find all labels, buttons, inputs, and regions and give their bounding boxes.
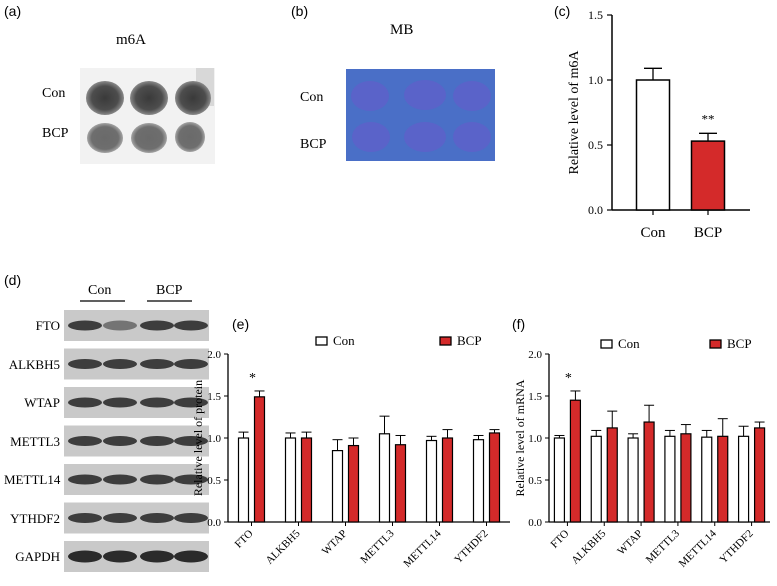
e-bar-mettl3-bcp (394, 444, 407, 523)
e-bar-mettl14-con (425, 439, 438, 523)
c-x-label-con: Con (640, 225, 666, 241)
c-bar-con (635, 79, 671, 211)
e-y-tick-label: 1.5 (207, 391, 221, 403)
e-bar-fto-con (237, 437, 250, 523)
c-x-label-bcp: BCP (694, 225, 722, 241)
f-legend-label-con: Con (618, 336, 640, 351)
f-y-tick-label: 2.0 (528, 349, 542, 361)
panel-a-row-con: Con (42, 86, 66, 101)
e-bar-mettl3-con (378, 433, 391, 523)
e-bar-ythdf2-bcp (488, 432, 501, 523)
f-x-label-fto: FTO (548, 528, 571, 551)
f-y-tick-label: 1.5 (528, 391, 542, 403)
blot-label-mettl3: METTL3 (10, 433, 60, 449)
e-y-label: Relative level of protein (191, 380, 205, 496)
c-y-tick-label: 1.0 (588, 73, 603, 87)
e-y-tick-label: 0.0 (207, 517, 221, 529)
f-bar-wtap-bcp (643, 421, 655, 523)
blot-label-mettl14: METTL14 (4, 472, 61, 487)
blot-label-wtap: WTAP (24, 395, 60, 410)
f-significance-fto: * (565, 371, 572, 386)
f-x-label-mettl14: METTL14 (677, 527, 720, 570)
panel-b-row-con: Con (300, 90, 324, 105)
e-legend-label-bcp: BCP (457, 333, 482, 348)
blot-label-gapdh: GAPDH (15, 549, 60, 564)
f-legend-swatch-bcp (709, 339, 722, 349)
f-y-tick-label: 1.0 (528, 433, 542, 445)
f-bar-ythdf2-con (737, 435, 750, 523)
e-bar-wtap-bcp (347, 444, 360, 523)
panel-b-title: MB (390, 22, 414, 38)
panel-a-row-bcp: BCP (42, 126, 69, 141)
e-y-tick-label: 2.0 (207, 349, 221, 361)
panel-a-title: m6A (116, 32, 146, 48)
f-bar-fto-con (553, 437, 566, 523)
panel-d-letter: (d) (4, 272, 22, 288)
f-y-tick-label: 0.5 (528, 475, 542, 487)
f-bar-alkbh5-con (590, 435, 602, 523)
f-y-tick-label: 0.0 (528, 517, 542, 529)
c-y-label: Relative level of m6A (567, 50, 582, 175)
f-bar-fto-bcp (569, 399, 582, 523)
f-x-label-alkbh5: ALKBH5 (569, 527, 609, 567)
blot-label-fto: FTO (35, 318, 60, 333)
e-significance-fto: * (249, 371, 256, 386)
f-legend-label-bcp: BCP (727, 336, 752, 351)
panel-b-row-bcp: BCP (300, 137, 327, 152)
f-bar-wtap-con (627, 437, 639, 523)
e-bar-alkbh5-bcp (300, 437, 313, 523)
e-bar-mettl14-bcp (441, 437, 454, 523)
f-bar-mettl14-con (701, 436, 713, 523)
c-y-tick-label: 0.5 (588, 138, 603, 152)
blot-label-alkbh5: ALKBH5 (8, 356, 60, 372)
c-y-tick-label: 1.5 (588, 8, 603, 22)
f-legend-swatch-con (600, 339, 613, 349)
c-bar-bcp (690, 140, 726, 211)
e-legend-swatch-bcp (439, 336, 452, 346)
f-y-label: Relative level of mRNA (513, 379, 527, 496)
f-bar-mettl3-con (664, 435, 676, 523)
panel-b-letter: (b) (291, 3, 309, 19)
e-bar-wtap-con (331, 450, 344, 523)
f-bar-ythdf2-bcp (753, 427, 766, 523)
e-y-tick-label: 1.0 (207, 433, 221, 445)
e-bar-alkbh5-con (284, 437, 297, 523)
panel-e-letter: (e) (232, 316, 250, 332)
panel-f-letter: (f) (512, 316, 526, 332)
f-bar-alkbh5-bcp (606, 427, 618, 523)
panel-d-group-con: Con (88, 283, 112, 298)
panel-c-letter: (c) (554, 3, 571, 19)
e-legend-swatch-con (315, 336, 328, 346)
e-y-tick-label: 0.5 (207, 475, 221, 487)
e-bar-fto-bcp (253, 396, 266, 523)
c-y-tick-label: 0.0 (588, 203, 603, 217)
e-legend-label-con: Con (333, 333, 355, 348)
panel-d-group-bcp: BCP (156, 283, 183, 298)
panel-a-letter: (a) (4, 3, 22, 19)
f-x-label-ythdf2: YTHDF2 (717, 528, 755, 566)
c-significance-bcp: ** (702, 111, 715, 126)
f-x-label-wtap: WTAP (615, 528, 645, 558)
blot-label-ythdf2: YTHDF2 (10, 510, 60, 526)
f-bar-mettl3-bcp (680, 433, 692, 523)
f-bar-mettl14-bcp (717, 435, 729, 523)
e-bar-ythdf2-con (472, 439, 485, 523)
